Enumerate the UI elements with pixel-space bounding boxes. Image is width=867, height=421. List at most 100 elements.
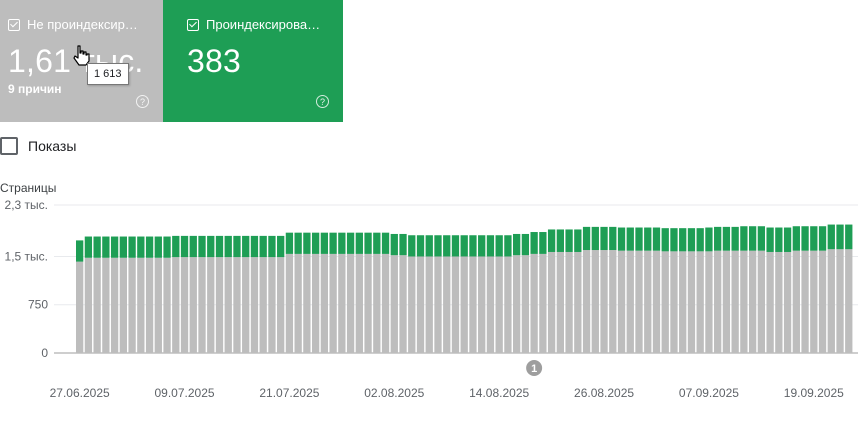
bar-not-indexed [76, 261, 84, 353]
bar-indexed [460, 235, 468, 257]
bar-indexed [294, 232, 302, 254]
bar-indexed [748, 226, 757, 251]
bar-indexed [783, 227, 792, 252]
bar-indexed [609, 226, 617, 251]
bar-not-indexed [504, 256, 512, 353]
bar-indexed [486, 235, 495, 257]
bar-indexed [102, 236, 110, 258]
bar-indexed [259, 235, 267, 258]
bar-not-indexed [722, 250, 731, 353]
bar-indexed [110, 236, 119, 258]
bar-indexed [556, 229, 564, 252]
bar-indexed [521, 233, 530, 256]
bar-indexed [478, 235, 486, 257]
bar-indexed [93, 236, 101, 258]
bar-not-indexed [705, 251, 713, 353]
bar-indexed [390, 233, 398, 256]
bar-indexed [198, 235, 206, 258]
bar-indexed [775, 227, 783, 252]
bar-not-indexed [250, 257, 259, 353]
bar-not-indexed [827, 249, 835, 353]
bar-indexed [574, 229, 582, 252]
hand-cursor-icon [73, 45, 90, 66]
bar-indexed [303, 232, 311, 254]
bar-not-indexed [268, 257, 276, 353]
bar-indexed [434, 235, 442, 257]
bar-not-indexed [207, 257, 215, 353]
bar-indexed [582, 226, 591, 251]
bar-indexed [827, 224, 835, 250]
bar-indexed [364, 232, 372, 254]
bar-indexed [443, 235, 451, 257]
indexed-header: Проиндексирова… [187, 17, 320, 32]
bar-indexed [495, 235, 503, 257]
bar-not-indexed [565, 251, 573, 353]
bar-not-indexed [416, 256, 425, 353]
bar-indexed [180, 235, 189, 258]
bar-indexed [425, 235, 433, 257]
indexed-checkbox[interactable] [187, 18, 199, 31]
bar-indexed [801, 226, 809, 251]
bar-not-indexed [338, 253, 346, 353]
bar-not-indexed [547, 251, 556, 353]
bar-indexed [172, 235, 180, 258]
bar-not-indexed [775, 251, 783, 353]
bar-not-indexed [145, 257, 154, 353]
bar-not-indexed [513, 255, 521, 353]
bar-not-indexed [355, 253, 363, 353]
bar-not-indexed [661, 251, 669, 353]
bar-indexed [207, 235, 215, 258]
bar-not-indexed [311, 253, 320, 353]
bar-not-indexed [399, 255, 407, 353]
bar-not-indexed [478, 256, 486, 353]
impressions-toggle[interactable]: Показы [0, 137, 76, 155]
bar-indexed [154, 236, 162, 258]
impressions-label: Показы [28, 138, 77, 154]
indexed-card[interactable]: Проиндексирова… 383 ? [163, 0, 343, 122]
bar-not-indexed [390, 255, 398, 353]
pages-chart: 0 750 1,5 тыс. 2,3 тыс. 27.06.2025 09.07.2025… [5, 198, 858, 400]
impressions-checkbox[interactable] [0, 137, 18, 155]
bar-not-indexed [801, 250, 809, 353]
bar-not-indexed [626, 250, 634, 353]
bar-indexed [757, 226, 766, 251]
bar-not-indexed [836, 249, 844, 353]
help-icon[interactable]: ? [316, 95, 329, 108]
bar-indexed [792, 226, 800, 251]
bar-not-indexed [224, 257, 232, 353]
bar-indexed [145, 236, 154, 258]
not-indexed-card[interactable]: Не проиндексир… 1,61 тыс. 9 причин ? [0, 0, 163, 122]
bar-indexed [215, 235, 224, 258]
bar-not-indexed [434, 256, 442, 353]
bar-not-indexed [582, 250, 591, 353]
bar-indexed [696, 228, 704, 252]
bar-not-indexed [644, 250, 652, 353]
bar-indexed [451, 235, 460, 257]
bar-not-indexed [320, 253, 329, 353]
not-indexed-checkbox[interactable] [8, 18, 20, 31]
bar-not-indexed [574, 251, 582, 353]
bar-indexed [119, 236, 127, 258]
bar-not-indexed [486, 256, 495, 353]
x-tick-label: 27.06.2025 [50, 386, 110, 400]
bar-indexed [233, 235, 241, 258]
x-tick-label: 19.09.2025 [784, 386, 844, 400]
bar-indexed [320, 232, 329, 254]
not-indexed-reasons[interactable]: 9 причин [8, 82, 62, 96]
bar-indexed [469, 235, 477, 257]
bar-not-indexed [128, 257, 136, 353]
bar-indexed [355, 232, 363, 254]
bar-not-indexed [381, 253, 390, 353]
help-icon[interactable]: ? [136, 95, 149, 108]
bar-not-indexed [460, 256, 468, 353]
bar-indexed [416, 235, 425, 257]
bar-indexed [381, 232, 390, 254]
bar-indexed [285, 232, 294, 254]
y-tick-label: 2,3 тыс. [5, 198, 48, 212]
bar-indexed [277, 235, 285, 258]
annotation-marker [526, 360, 543, 376]
bar-indexed [565, 229, 573, 252]
bar-not-indexed [102, 257, 110, 353]
y-tick-label: 750 [28, 298, 48, 312]
x-tick-label: 14.08.2025 [469, 386, 529, 400]
